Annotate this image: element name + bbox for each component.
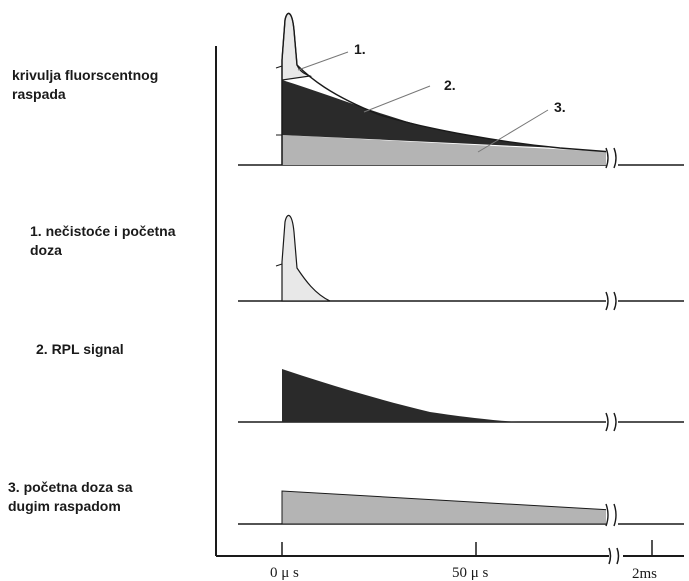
panel-rpl-signal [238, 369, 684, 432]
label-rpl-signal: 2. RPL signal [36, 341, 124, 357]
label-long-decay: 3. početna doza sa dugim raspadom [8, 479, 133, 514]
panel-long-decay [238, 490, 684, 527]
rpl-region [282, 80, 560, 148]
tick-label-0us: 0 μ s [270, 565, 299, 581]
callout-3: 3. [554, 99, 566, 115]
callout-1: 1. [354, 41, 366, 57]
panel-impurities [238, 214, 684, 311]
callout-leader-2 [363, 85, 431, 113]
tick-label-2ms: 2ms [632, 566, 657, 581]
tick-label-50us: 50 μ s [452, 565, 489, 581]
callout-leader-1 [297, 51, 349, 71]
long-decay-region [281, 490, 613, 525]
label-decay-curve: krivulja fluorscentnog raspada [12, 67, 159, 102]
callout-2: 2. [444, 77, 456, 93]
axis-break-symbol [608, 547, 623, 565]
long-decay-region [282, 135, 612, 165]
callout-leader-3 [477, 109, 549, 153]
label-impurities: 1. nečistoće i početna doza [30, 223, 176, 258]
impurity-region [281, 214, 331, 302]
rpl-region [282, 369, 520, 422]
panel-total-decay: 1. 2. 3. [238, 12, 684, 169]
envelope-curve [281, 12, 613, 165]
